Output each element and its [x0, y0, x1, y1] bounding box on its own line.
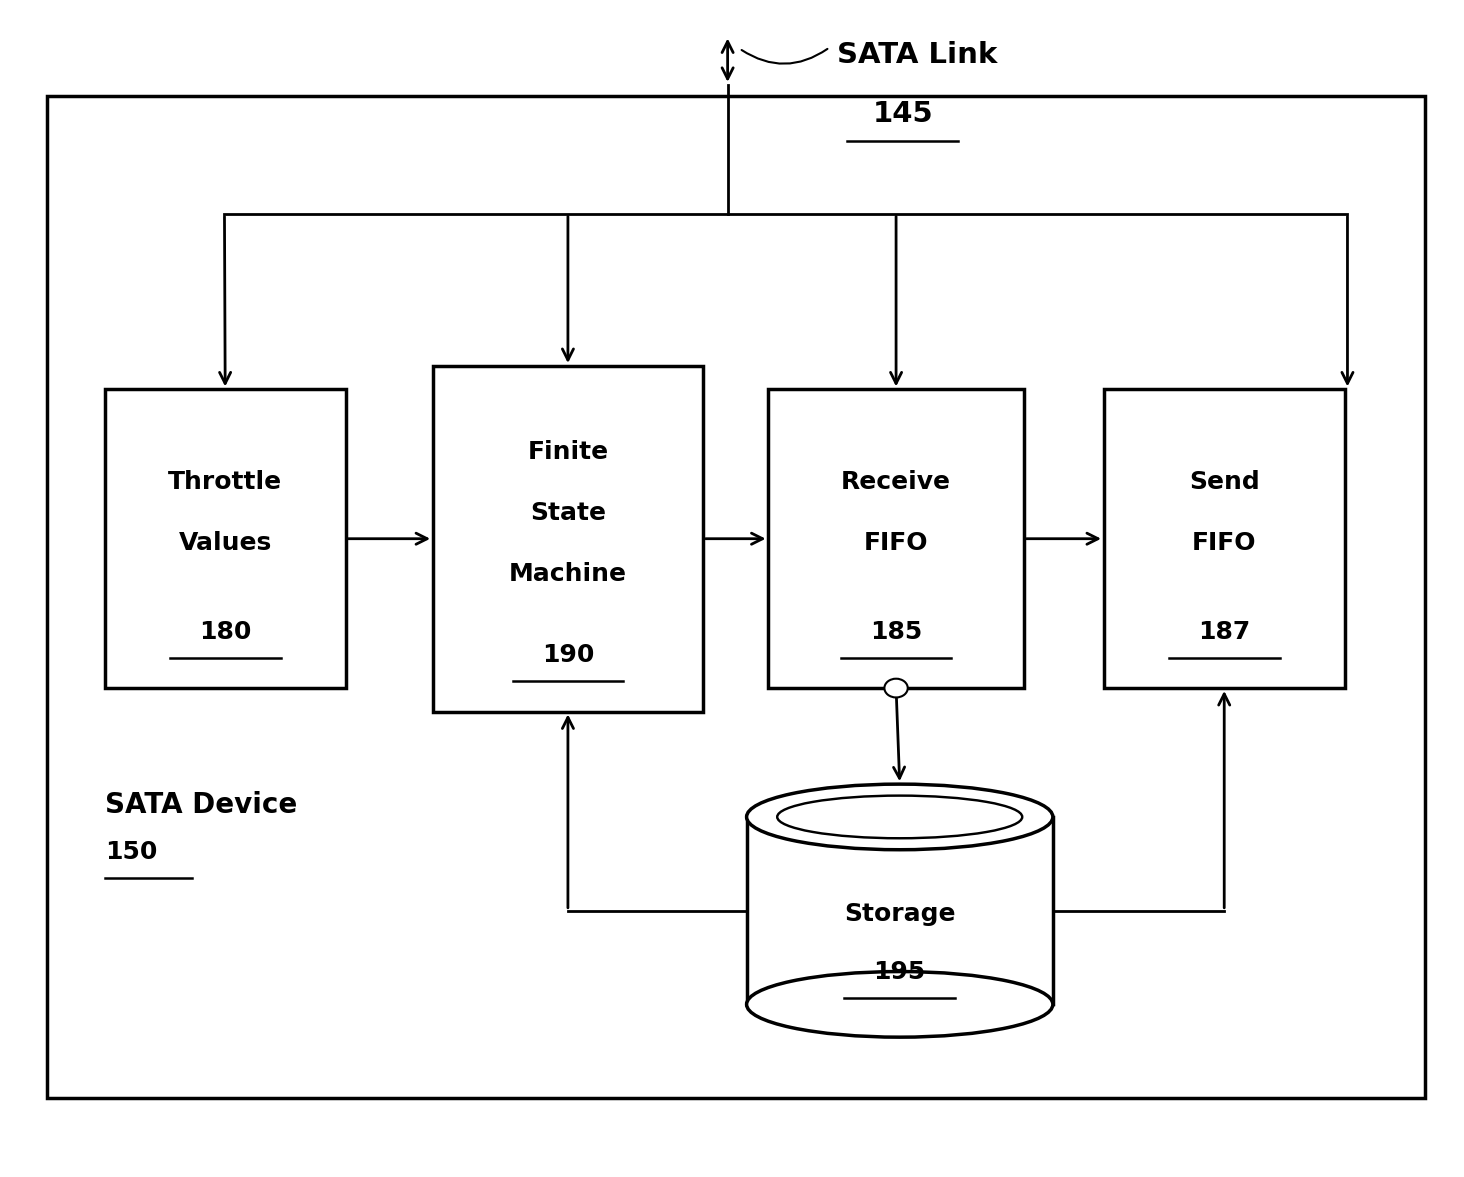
- Text: 145: 145: [873, 100, 933, 128]
- Text: Throttle: Throttle: [168, 471, 283, 494]
- Ellipse shape: [747, 971, 1053, 1037]
- Text: 180: 180: [199, 620, 252, 644]
- Text: SATA Device: SATA Device: [105, 791, 297, 819]
- Bar: [769, 390, 1023, 689]
- Bar: [105, 390, 346, 689]
- Text: 190: 190: [542, 644, 594, 667]
- Text: Storage: Storage: [843, 903, 956, 926]
- Bar: [747, 817, 1053, 1004]
- Text: Machine: Machine: [509, 561, 627, 586]
- Text: 150: 150: [105, 840, 157, 864]
- Text: 185: 185: [870, 620, 922, 644]
- Bar: [47, 97, 1424, 1098]
- Bar: [1104, 390, 1344, 689]
- FancyArrowPatch shape: [742, 49, 827, 64]
- Text: Values: Values: [179, 531, 272, 556]
- Ellipse shape: [747, 784, 1053, 850]
- Text: Finite: Finite: [527, 440, 609, 464]
- Bar: [433, 366, 703, 712]
- Text: Receive: Receive: [842, 471, 952, 494]
- Text: 195: 195: [874, 960, 925, 984]
- Text: FIFO: FIFO: [864, 531, 928, 556]
- Text: FIFO: FIFO: [1192, 531, 1256, 556]
- Text: 187: 187: [1198, 620, 1250, 644]
- Text: Send: Send: [1189, 471, 1259, 494]
- Text: SATA Link: SATA Link: [837, 41, 997, 69]
- Text: State: State: [530, 501, 606, 525]
- Circle shape: [884, 679, 908, 698]
